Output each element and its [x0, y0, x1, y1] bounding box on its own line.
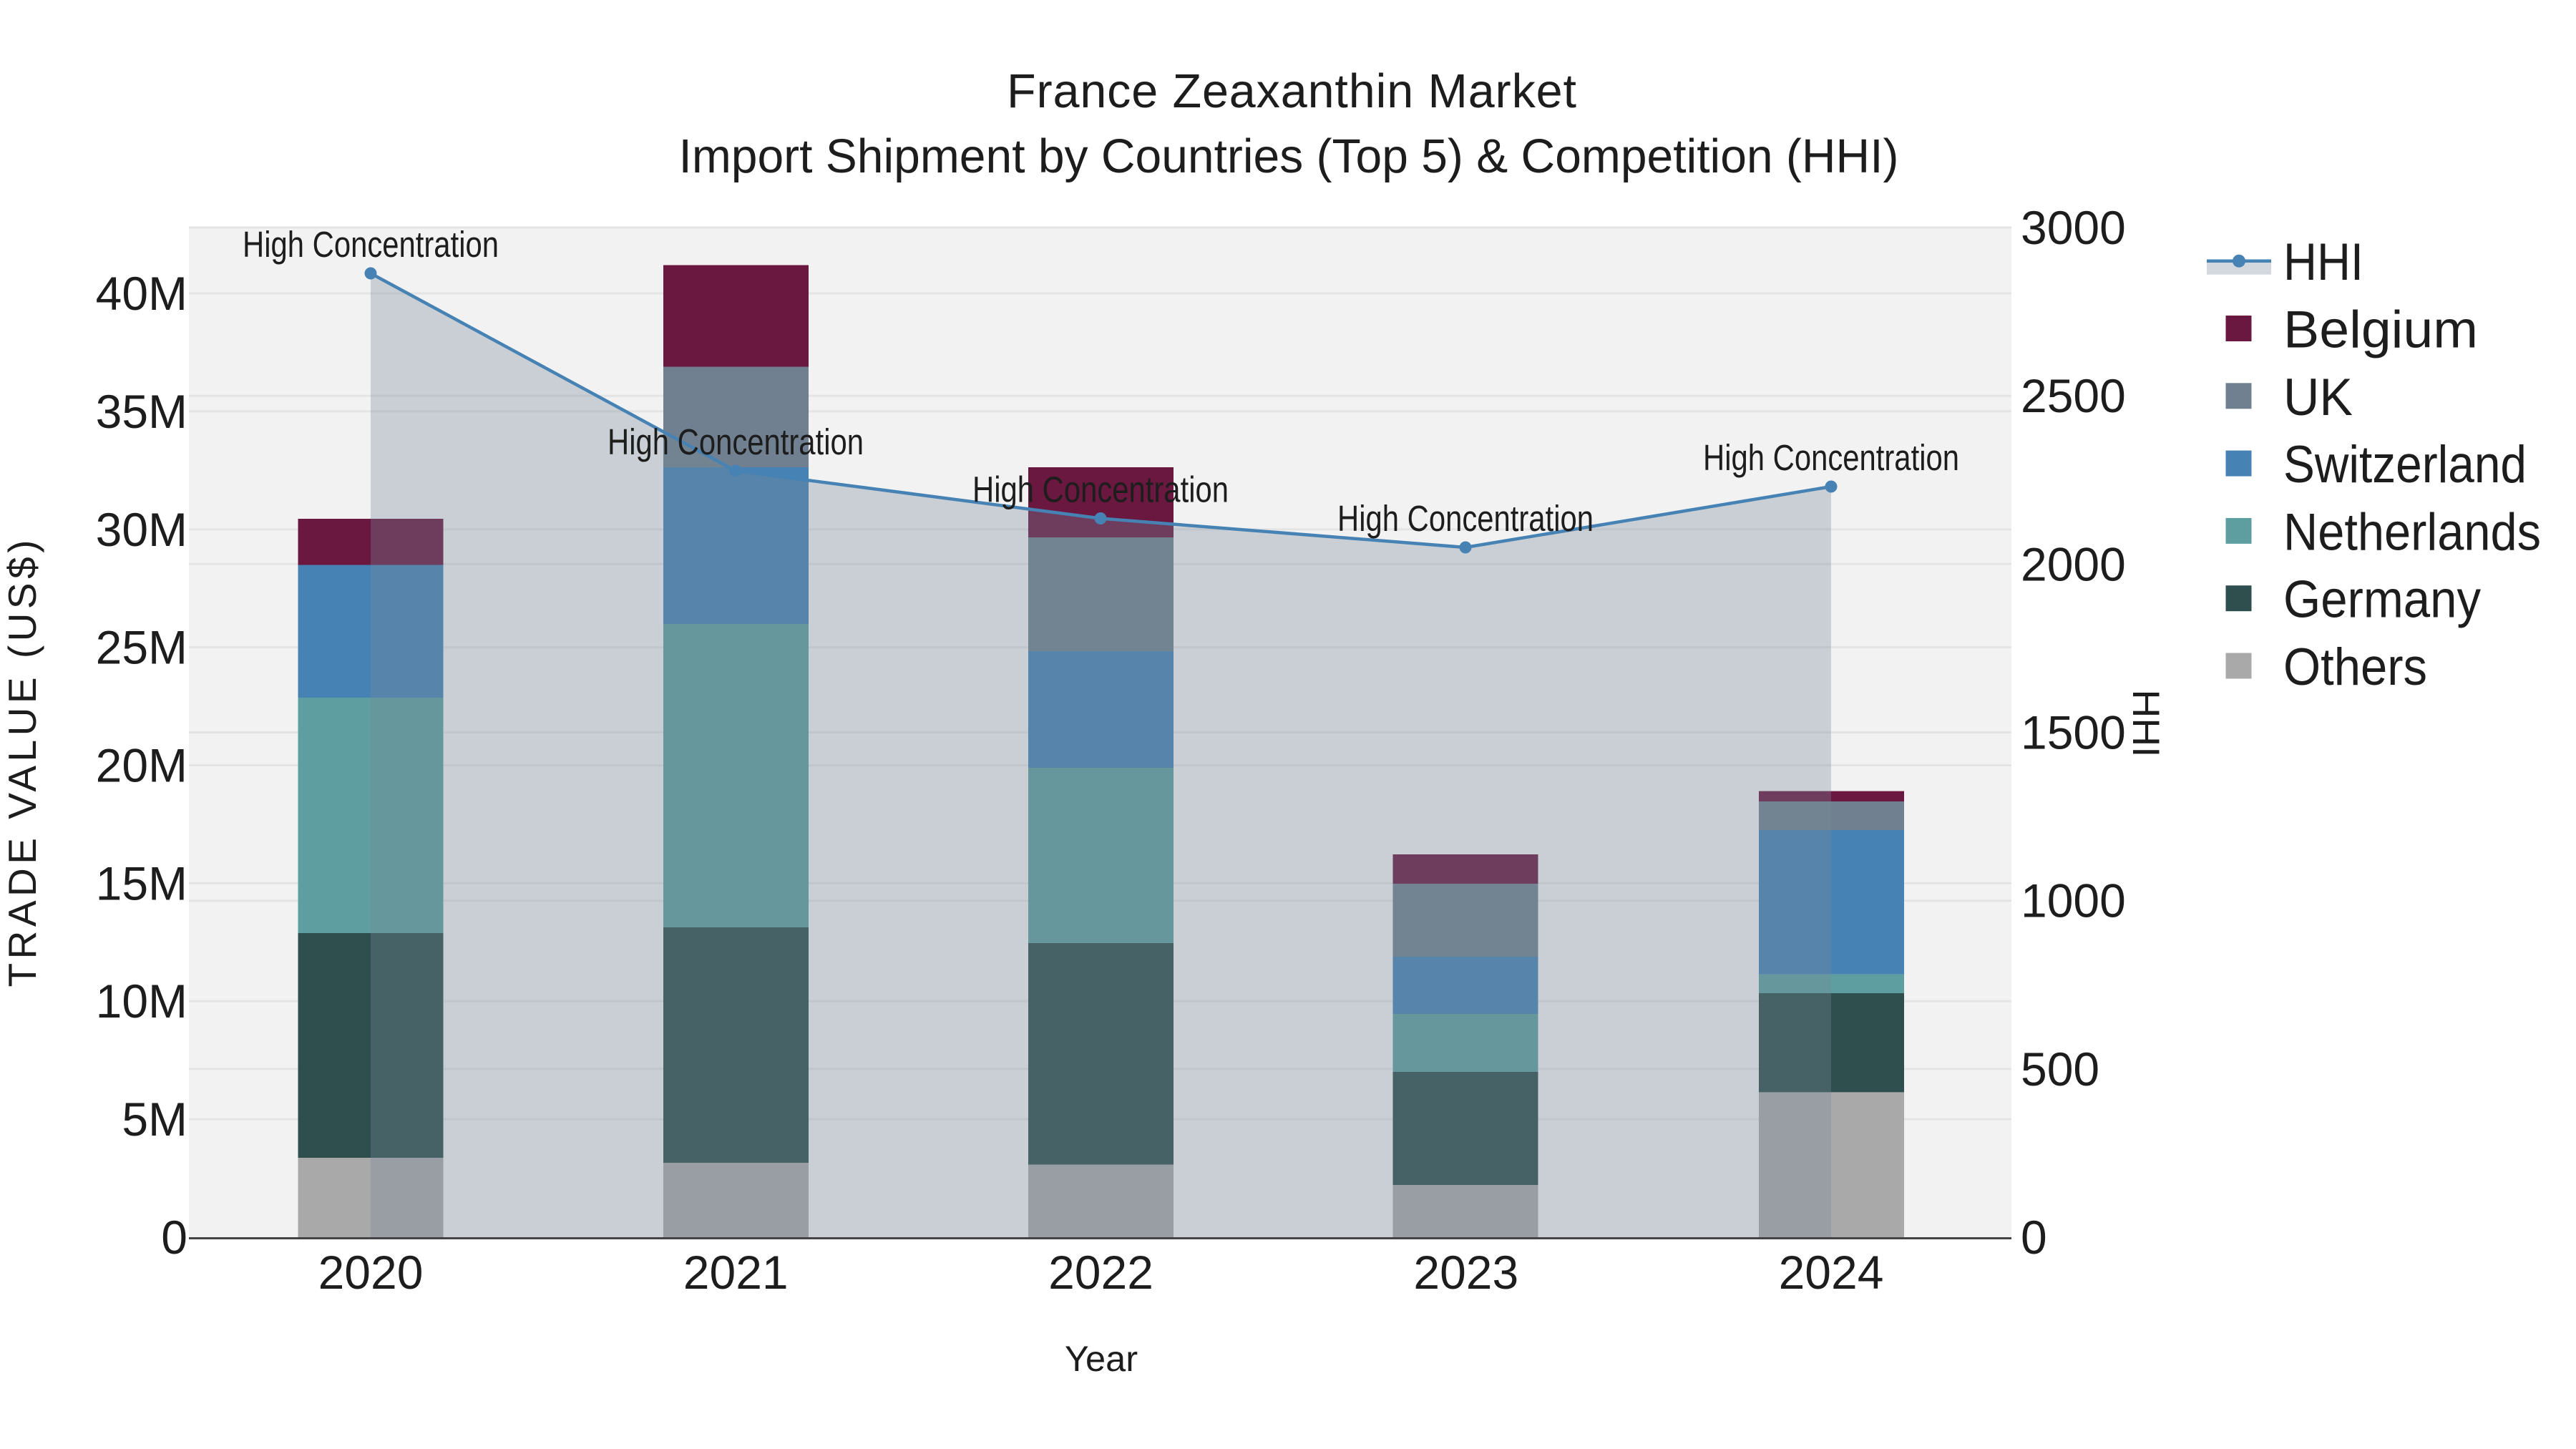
svg-text:2023: 2023 [1413, 1246, 1518, 1299]
svg-text:2022: 2022 [1048, 1246, 1153, 1299]
svg-text:Year: Year [1065, 1338, 1138, 1379]
svg-text:5M: 5M [122, 1093, 187, 1146]
svg-text:Germany: Germany [2283, 571, 2481, 629]
svg-text:30M: 30M [96, 503, 187, 556]
svg-text:2000: 2000 [2021, 537, 2126, 590]
svg-text:Netherlands: Netherlands [2283, 503, 2541, 561]
svg-text:500: 500 [2021, 1043, 2099, 1096]
svg-text:3000: 3000 [2021, 201, 2126, 254]
svg-text:HHI: HHI [2283, 233, 2363, 291]
svg-text:France Zeaxanthin Market: France Zeaxanthin Market [1007, 65, 1576, 118]
svg-text:0: 0 [161, 1211, 187, 1264]
svg-text:Belgium: Belgium [2283, 301, 2478, 359]
svg-text:10M: 10M [96, 975, 187, 1028]
svg-text:2024: 2024 [1779, 1246, 1884, 1299]
svg-text:25M: 25M [96, 621, 187, 674]
svg-text:Others: Others [2283, 638, 2427, 696]
svg-text:Import Shipment by Countries (: Import Shipment by Countries (Top 5) & C… [679, 130, 1899, 183]
svg-text:2500: 2500 [2021, 369, 2126, 422]
svg-text:High Concentration: High Concentration [608, 421, 864, 462]
svg-text:2020: 2020 [318, 1246, 424, 1299]
svg-text:1500: 1500 [2021, 706, 2126, 759]
svg-text:High Concentration: High Concentration [1337, 498, 1594, 539]
svg-text:1000: 1000 [2021, 874, 2126, 927]
svg-text:2021: 2021 [683, 1246, 789, 1299]
svg-text:Switzerland: Switzerland [2283, 436, 2527, 494]
svg-text:High Concentration: High Concentration [243, 224, 499, 265]
svg-text:HHI: HHI [2124, 690, 2167, 758]
svg-text:UK: UK [2283, 369, 2353, 426]
svg-text:35M: 35M [96, 385, 187, 438]
svg-text:40M: 40M [96, 267, 187, 320]
svg-text:20M: 20M [96, 739, 187, 792]
svg-text:High Concentration: High Concentration [972, 469, 1229, 510]
svg-text:15M: 15M [96, 857, 187, 909]
svg-text:0: 0 [2021, 1211, 2047, 1264]
svg-text:High Concentration: High Concentration [1703, 437, 1959, 478]
